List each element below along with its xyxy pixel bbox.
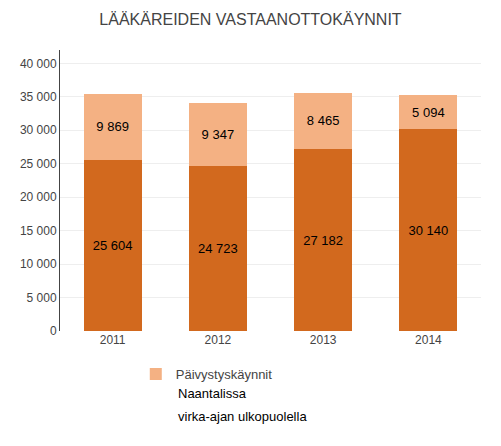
svg-text:8 465: 8 465 — [307, 113, 340, 128]
svg-text:9 869: 9 869 — [96, 119, 129, 134]
svg-text:2014: 2014 — [415, 333, 442, 347]
svg-text:30 000: 30 000 — [20, 123, 57, 137]
svg-text:40 000: 40 000 — [20, 57, 57, 71]
svg-text:LÄÄKÄREIDEN VASTAANOTTOKÄYNNIT: LÄÄKÄREIDEN VASTAANOTTOKÄYNNIT — [99, 11, 402, 28]
svg-text:15 000: 15 000 — [20, 224, 57, 238]
svg-text:25 604: 25 604 — [93, 238, 133, 253]
svg-text:Naantalissa: Naantalissa — [178, 386, 247, 401]
svg-text:30 140: 30 140 — [408, 223, 448, 238]
svg-text:24 723: 24 723 — [198, 241, 238, 256]
svg-text:10 000: 10 000 — [20, 257, 57, 271]
svg-text:2011: 2011 — [100, 333, 126, 347]
svg-text:Päivystyskäynnit: Päivystyskäynnit — [176, 367, 272, 382]
svg-text:2013: 2013 — [310, 333, 337, 347]
svg-text:25 000: 25 000 — [20, 157, 57, 171]
svg-text:0: 0 — [50, 324, 57, 338]
svg-text:5 094: 5 094 — [412, 105, 445, 120]
svg-text:35 000: 35 000 — [20, 90, 57, 104]
svg-text:9 347: 9 347 — [202, 127, 235, 142]
svg-text:27 182: 27 182 — [303, 233, 343, 248]
svg-text:5 000: 5 000 — [27, 291, 57, 305]
svg-text:20 000: 20 000 — [20, 190, 57, 204]
svg-text:2012: 2012 — [205, 333, 232, 347]
svg-text:virka-ajan ulkopuolella: virka-ajan ulkopuolella — [178, 409, 307, 424]
